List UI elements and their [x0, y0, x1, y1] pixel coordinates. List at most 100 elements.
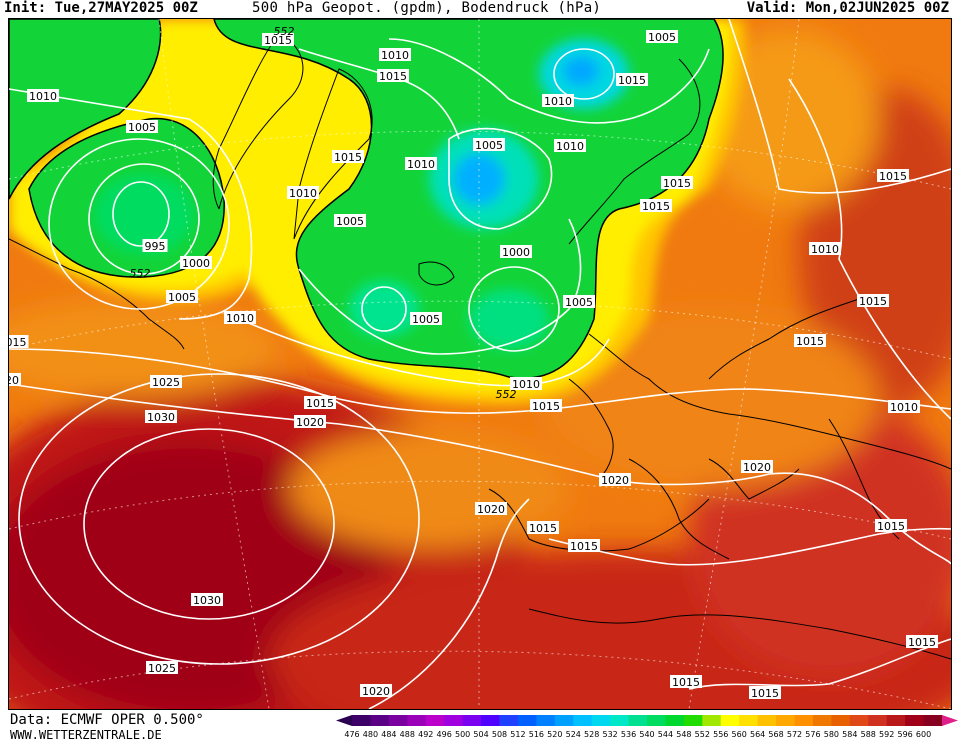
isobar-1000-nw — [88, 163, 200, 275]
graticule — [9, 19, 951, 709]
geopotential-label: 552 — [274, 25, 295, 38]
legend-level-label: 548 — [676, 730, 691, 739]
legend-level-label: 488 — [400, 730, 415, 739]
isobar-label: 1010 — [287, 186, 319, 200]
isobar-label: 1020 — [475, 502, 507, 516]
isobar-label: 1015 — [530, 399, 562, 413]
isobar-label-text: 20 — [9, 374, 19, 387]
isobar-995-nw — [112, 181, 170, 247]
isobar-label: 1015 — [616, 73, 648, 87]
legend-level-label: 508 — [492, 730, 507, 739]
geopotential-label: 552 — [130, 267, 151, 280]
isobar-label-text: 1010 — [544, 95, 572, 108]
isobar-label-text: 1020 — [296, 416, 324, 429]
isobar-label: 1030 — [191, 593, 223, 607]
isobar-1015-b — [548, 527, 951, 566]
legend-arrow-high — [942, 715, 958, 726]
isobar-label-text: 1005 — [412, 313, 440, 326]
isobar-label-text: 1005 — [565, 296, 593, 309]
isobar-label: 1010 — [542, 94, 574, 108]
isobar-label: 1015 — [377, 69, 409, 83]
legend-swatch — [831, 715, 851, 726]
isobar-label: 1015 — [304, 396, 336, 410]
isobar-label: 1015 — [262, 33, 294, 47]
legend-level-label: 588 — [861, 730, 876, 739]
isobar-label-text: 1025 — [152, 376, 180, 389]
isobar-label-text: 1000 — [502, 246, 530, 259]
isobar-label: 1010 — [405, 157, 437, 171]
isobar-label: 1025 — [150, 375, 182, 389]
isobar-label: 1015 — [332, 150, 364, 164]
isobar-labels: 1015 1010 1015 1005 1015 1010 1010 1005 1015 1005… — [9, 30, 938, 700]
field-europe — [539, 309, 879, 489]
legend-level-label: 540 — [639, 730, 654, 739]
legend-level-label: 564 — [750, 730, 765, 739]
init-time-label: Init: Tue,27MAY2025 00Z — [4, 0, 198, 16]
isobar-label: 1010 — [224, 311, 256, 325]
legend-swatch — [425, 715, 445, 726]
isobar-label: 1000 — [500, 245, 532, 259]
isobar-1015-c — [688, 638, 951, 690]
isobar-label: 1000 — [180, 256, 212, 270]
legend-level-label: 492 — [418, 730, 433, 739]
isobar-label-text: 1005 — [128, 121, 156, 134]
legend-swatch — [720, 715, 740, 726]
legend-level-label: 524 — [566, 730, 581, 739]
isobar-1005-a — [298, 218, 582, 355]
isobar-label: 1015 — [640, 199, 672, 213]
geopotential-label: 552 — [496, 388, 517, 401]
isobar-label-text: 1020 — [362, 685, 390, 698]
isobar-label: 015 — [9, 335, 29, 349]
legend-swatch — [757, 715, 777, 726]
legend-level-label: 576 — [805, 730, 820, 739]
isobar-label-text: 015 — [9, 336, 27, 349]
legend-swatch — [776, 715, 795, 726]
isobar-label-text: 1020 — [477, 503, 505, 516]
isobar-label-text: 1015 — [264, 34, 292, 47]
isobar-1010-north — [388, 38, 710, 124]
isobar-label-text: 1015 — [379, 70, 407, 83]
data-source-label: Data: ECMWF OPER 0.500° — [10, 712, 204, 728]
legend-swatch — [591, 715, 611, 726]
legend-swatch — [923, 715, 943, 726]
isobar-1020-b — [368, 498, 530, 709]
legend-level-label: 552 — [695, 730, 710, 739]
isobar-label: 1020 — [360, 684, 392, 698]
legend-level-label: 544 — [658, 730, 673, 739]
isobar-1025-high — [18, 373, 420, 665]
isobar-label: 1005 — [410, 312, 442, 326]
isobar-label: 1015 — [794, 334, 826, 348]
isobar-label: 1015 — [527, 521, 559, 535]
isobar-label: 1015 — [857, 294, 889, 308]
isobar-label: 1010 — [554, 139, 586, 153]
isobar-label-text: 1010 — [226, 312, 254, 325]
isobar-1030-high — [83, 428, 335, 620]
isobar-label: 1010 — [809, 242, 841, 256]
isobar-label-text: 1005 — [168, 291, 196, 304]
field-teal-2 — [469, 289, 549, 349]
isobar-label-text: 1015 — [532, 400, 560, 413]
legend-swatch — [868, 715, 888, 726]
field-blue-low-2 — [563, 56, 599, 86]
weather-map: 1015 1010 1015 1005 1015 1010 1010 1005 1015 1005… — [8, 18, 952, 710]
isobar-label: 1010 — [27, 89, 59, 103]
legend-arrow-low — [336, 715, 352, 726]
isobar-label-text: 1015 — [618, 74, 646, 87]
isobar-label-text: 1015 — [908, 636, 936, 649]
isobar-label-text: 1015 — [879, 170, 907, 183]
isobar-label: 1025 — [146, 661, 178, 675]
isobar-label-text: 1015 — [796, 335, 824, 348]
isobar-label: 1005 — [646, 30, 678, 44]
isobar-label-text: 1025 — [148, 662, 176, 675]
isobar-label-text: 1015 — [642, 200, 670, 213]
legend-level-label: 476 — [344, 730, 359, 739]
legend-level-label: 528 — [584, 730, 599, 739]
isobar-1000-low — [468, 266, 560, 352]
legend-level-label: 536 — [621, 730, 636, 739]
isobar-label-text: 1015 — [334, 151, 362, 164]
legend-swatch — [388, 715, 408, 726]
legend-swatch — [647, 715, 666, 726]
legend-swatch — [352, 715, 371, 726]
legend-swatch — [499, 715, 519, 726]
legend-swatch — [905, 715, 925, 726]
